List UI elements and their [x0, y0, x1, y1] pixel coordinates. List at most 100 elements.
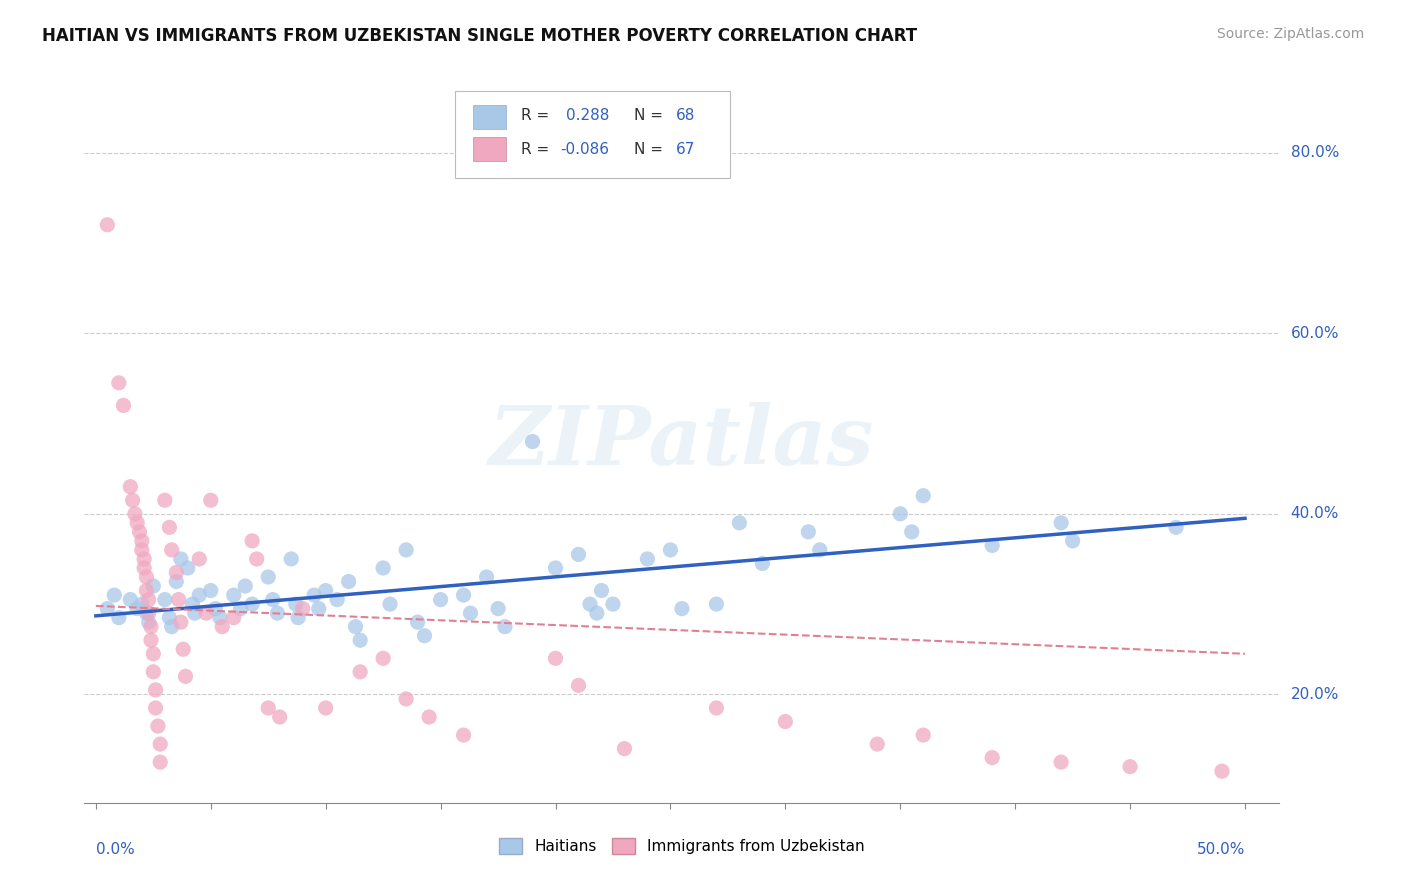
Point	[138, 592, 160, 607]
Point	[1050, 755, 1073, 769]
Text: Source: ZipAtlas.com: Source: ZipAtlas.com	[1216, 27, 1364, 41]
Point	[131, 542, 153, 557]
Point	[280, 552, 302, 566]
Point	[240, 533, 263, 548]
Point	[170, 552, 193, 566]
Point	[808, 542, 831, 557]
Point	[315, 701, 337, 715]
Text: 0.0%: 0.0%	[96, 842, 135, 856]
Point	[108, 610, 131, 624]
Point	[145, 682, 167, 697]
Point	[284, 597, 307, 611]
Text: 68: 68	[676, 108, 696, 123]
Point	[139, 633, 162, 648]
Point	[142, 579, 165, 593]
Point	[211, 620, 233, 634]
Point	[912, 728, 935, 742]
Point	[188, 552, 211, 566]
Point	[149, 737, 172, 751]
Point	[567, 678, 589, 692]
Point	[287, 610, 309, 624]
Point	[153, 493, 176, 508]
Point	[153, 592, 176, 607]
Point	[124, 507, 146, 521]
Point	[165, 574, 187, 589]
Point	[246, 552, 269, 566]
Point	[453, 728, 475, 742]
Point	[671, 601, 693, 615]
Point	[567, 548, 589, 562]
Point	[132, 552, 156, 566]
Point	[132, 561, 156, 575]
Point	[157, 520, 180, 534]
Point	[522, 434, 544, 449]
Point	[308, 601, 330, 615]
Point	[257, 570, 280, 584]
Point	[494, 620, 516, 634]
Point	[200, 583, 222, 598]
Point	[1211, 764, 1233, 779]
FancyBboxPatch shape	[456, 91, 730, 178]
Point	[135, 606, 157, 620]
Point	[291, 601, 314, 615]
Point	[174, 669, 197, 683]
Text: N =: N =	[634, 142, 668, 157]
Point	[142, 665, 165, 679]
Point	[157, 610, 180, 624]
Point	[149, 755, 172, 769]
Point	[135, 570, 157, 584]
Point	[233, 579, 256, 593]
Point	[395, 692, 418, 706]
Point	[591, 583, 613, 598]
Point	[636, 552, 658, 566]
Point	[751, 557, 773, 571]
Point	[586, 606, 609, 620]
Text: HAITIAN VS IMMIGRANTS FROM UZBEKISTAN SINGLE MOTHER POVERTY CORRELATION CHART: HAITIAN VS IMMIGRANTS FROM UZBEKISTAN SI…	[42, 27, 917, 45]
Point	[706, 701, 728, 715]
Text: 80.0%: 80.0%	[1291, 145, 1339, 160]
Point	[475, 570, 498, 584]
Point	[222, 610, 245, 624]
Point	[160, 542, 183, 557]
Point	[145, 701, 167, 715]
Point	[544, 651, 567, 665]
FancyBboxPatch shape	[472, 137, 506, 161]
Legend: Haitians, Immigrants from Uzbekistan: Haitians, Immigrants from Uzbekistan	[494, 832, 870, 860]
Point	[912, 489, 935, 503]
Point	[142, 647, 165, 661]
Point	[103, 588, 125, 602]
Point	[177, 561, 200, 575]
Point	[240, 597, 263, 611]
Point	[349, 633, 371, 648]
Point	[135, 583, 157, 598]
Point	[349, 665, 371, 679]
Point	[170, 615, 193, 630]
Point	[128, 524, 150, 539]
Text: 50.0%: 50.0%	[1197, 842, 1244, 856]
Point	[981, 538, 1004, 552]
Point	[138, 615, 160, 630]
Point	[262, 592, 284, 607]
Point	[344, 620, 367, 634]
Point	[222, 588, 245, 602]
Text: 40.0%: 40.0%	[1291, 507, 1339, 521]
Point	[728, 516, 751, 530]
Point	[395, 542, 418, 557]
Point	[229, 601, 252, 615]
Text: 0.288: 0.288	[567, 108, 609, 123]
Point	[121, 493, 143, 508]
Point	[127, 601, 149, 615]
Point	[183, 606, 205, 620]
Text: -0.086: -0.086	[560, 142, 609, 157]
Point	[96, 601, 118, 615]
FancyBboxPatch shape	[472, 105, 506, 128]
Point	[127, 516, 149, 530]
Point	[120, 480, 142, 494]
Point	[181, 597, 204, 611]
Point	[453, 588, 475, 602]
Point	[429, 592, 451, 607]
Text: 20.0%: 20.0%	[1291, 687, 1339, 702]
Point	[659, 542, 682, 557]
Point	[337, 574, 360, 589]
Point	[981, 750, 1004, 764]
